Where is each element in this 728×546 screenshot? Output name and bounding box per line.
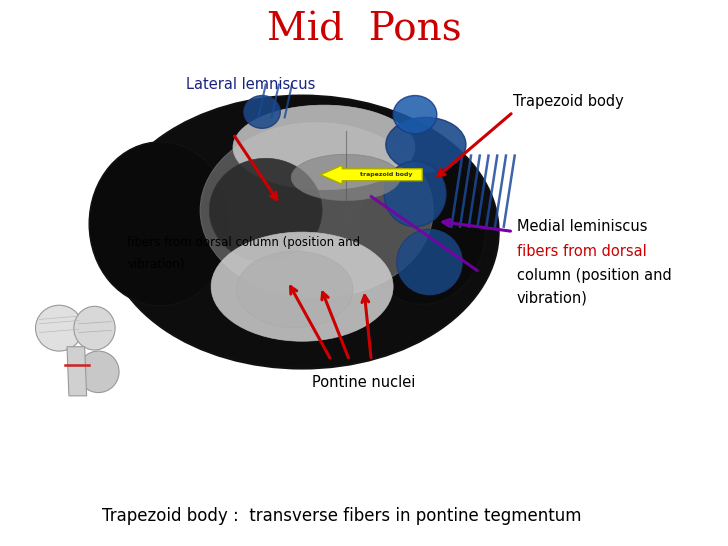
Ellipse shape: [237, 251, 353, 328]
Ellipse shape: [211, 232, 393, 341]
Text: fibers from dorsal: fibers from dorsal: [517, 244, 646, 259]
Ellipse shape: [386, 117, 466, 172]
Text: Trapezoid body :  transverse fibers in pontine tegmentum: Trapezoid body : transverse fibers in po…: [103, 507, 582, 525]
Ellipse shape: [233, 105, 415, 190]
Ellipse shape: [89, 142, 232, 306]
Text: column (position and: column (position and: [517, 268, 672, 283]
Ellipse shape: [200, 123, 433, 298]
FancyArrow shape: [320, 165, 422, 185]
Ellipse shape: [358, 149, 486, 305]
Text: Mid  Pons: Mid Pons: [266, 11, 462, 49]
Ellipse shape: [397, 229, 462, 295]
Ellipse shape: [210, 158, 322, 262]
Text: fibers from dorsal column (position and: fibers from dorsal column (position and: [127, 236, 360, 250]
Text: Medial leminiscus: Medial leminiscus: [517, 219, 647, 234]
Text: vibration): vibration): [517, 290, 587, 305]
Ellipse shape: [384, 161, 446, 227]
Text: vibration): vibration): [127, 258, 185, 271]
Ellipse shape: [106, 96, 499, 369]
Text: Trapezoid body: Trapezoid body: [513, 93, 624, 109]
Ellipse shape: [244, 96, 280, 128]
Text: Lateral lemniscus: Lateral lemniscus: [186, 77, 315, 92]
Text: Pontine nuclei: Pontine nuclei: [312, 375, 416, 390]
Ellipse shape: [393, 96, 437, 134]
Ellipse shape: [291, 155, 400, 201]
Text: trapezoid body: trapezoid body: [360, 172, 412, 177]
